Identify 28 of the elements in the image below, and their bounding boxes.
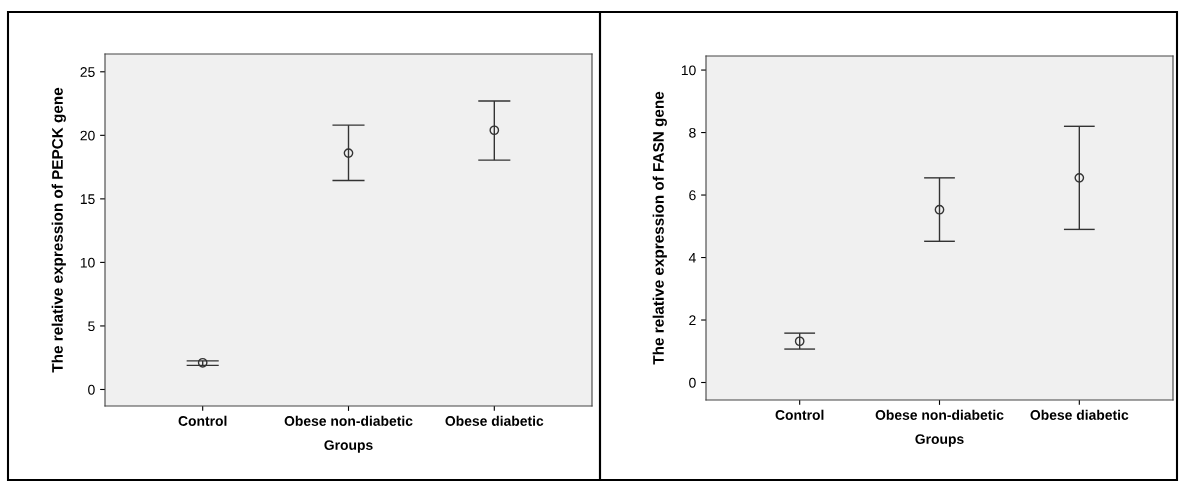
y-axis-title: The relative expression of PEPCK gene (51, 87, 66, 373)
y-tick-label: 10 (80, 257, 95, 268)
y-tick-label: 8 (689, 127, 696, 138)
x-tick-label: Obese non-diabetic (875, 409, 1004, 420)
point (343, 148, 354, 158)
y-tick-label: 20 (80, 130, 95, 141)
point (489, 125, 500, 136)
point (1074, 172, 1085, 183)
y-tick-label: 5 (88, 321, 95, 332)
x-tick-label: Obese non-diabetic (284, 415, 413, 426)
x-tick-label: Obese diabetic (1030, 409, 1129, 420)
x-tick-label: Control (775, 409, 824, 420)
x-axis-title: Groups (324, 440, 373, 453)
point (197, 357, 208, 368)
y-tick-label: 15 (80, 194, 95, 205)
point (794, 336, 805, 347)
y-tick-label: 25 (80, 67, 95, 77)
x-tick-label: Obese diabetic (445, 415, 544, 426)
y-tick-label: 2 (689, 315, 696, 326)
y-tick-label: 0 (88, 384, 95, 395)
y-tick-label: 4 (688, 253, 696, 263)
y-tick-label: 10 (681, 65, 696, 76)
x-axis-title: Groups (915, 434, 964, 447)
y-axis-title: The relative expression of FASN gene (652, 91, 667, 365)
x-tick-label: Control (178, 415, 227, 426)
y-tick-label: 6 (689, 190, 696, 201)
y-tick-label: 0 (689, 377, 696, 388)
point (934, 204, 945, 215)
